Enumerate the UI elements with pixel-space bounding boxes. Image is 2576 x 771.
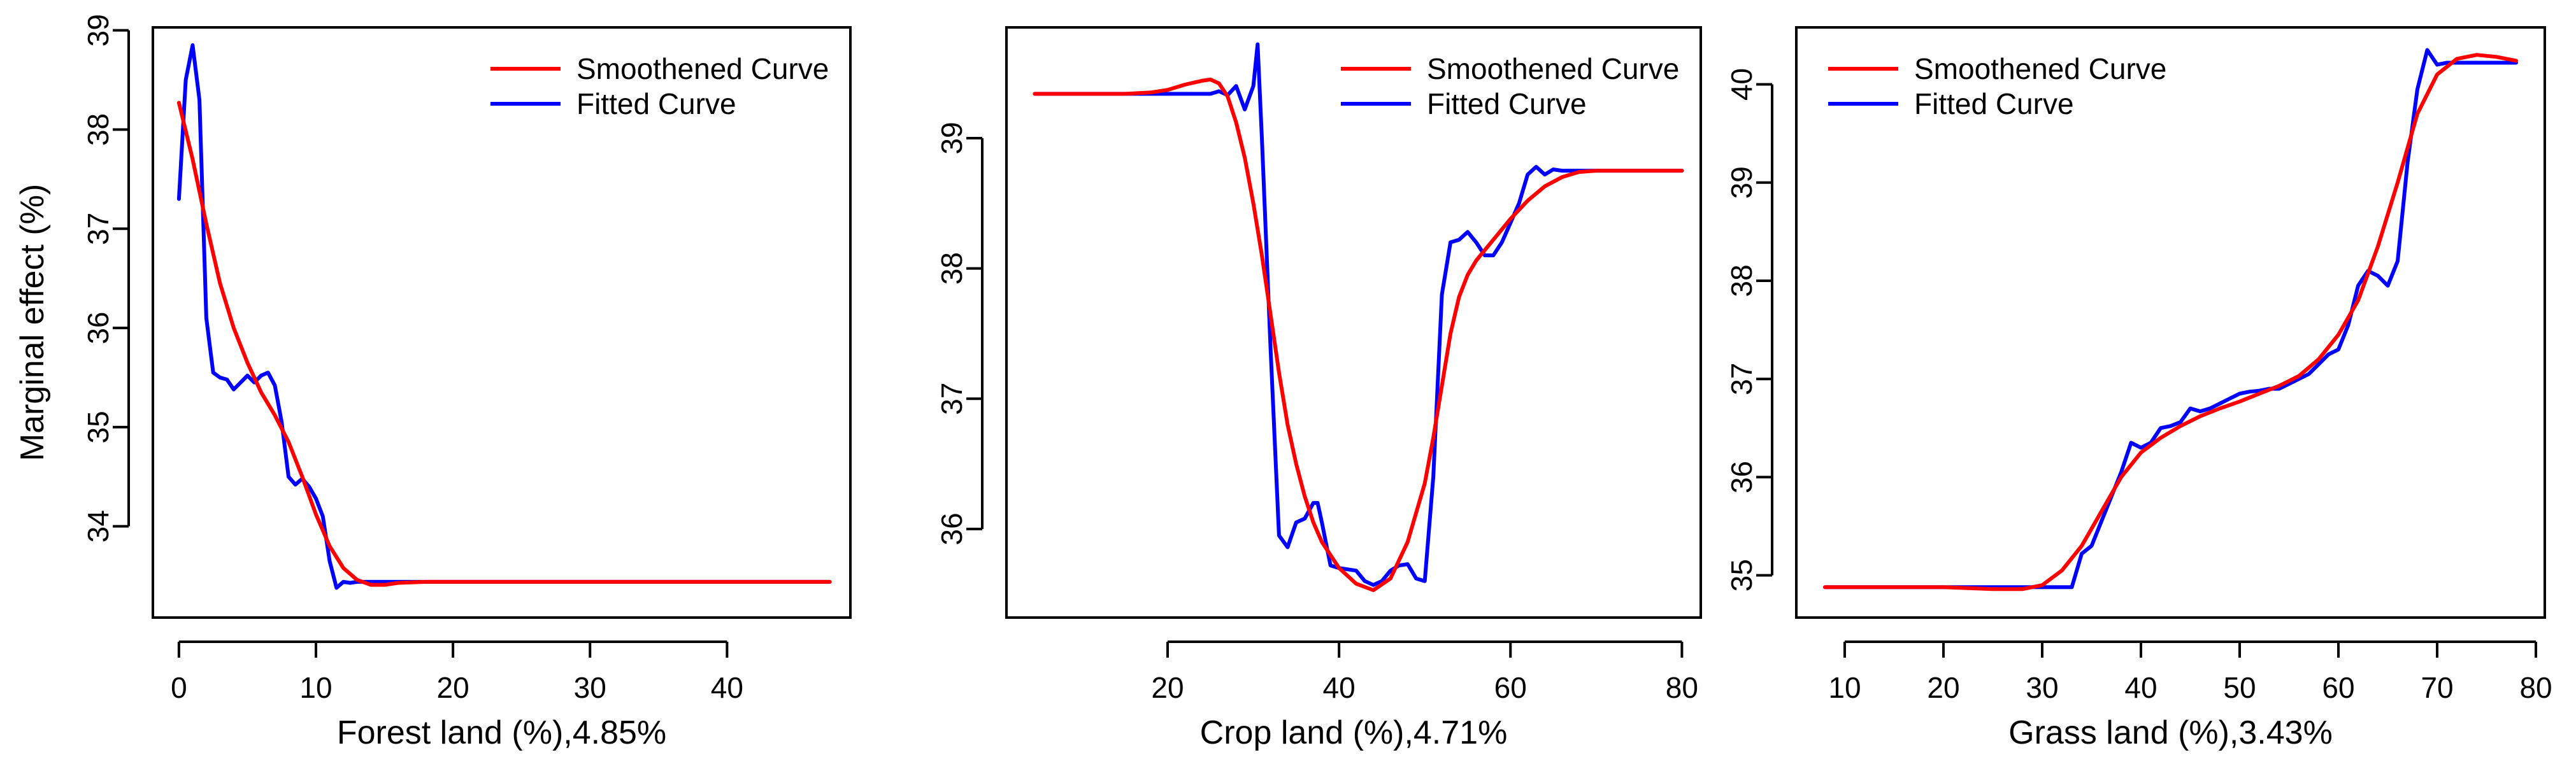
x-tick-label: 80 xyxy=(2519,671,2552,704)
y-tick-label: 38 xyxy=(935,252,968,285)
legend-label-fitted-curve: Fitted Curve xyxy=(1914,87,2074,120)
x-tick-label: 0 xyxy=(171,671,187,704)
y-tick-label: 38 xyxy=(82,113,115,146)
x-tick-label: 20 xyxy=(1151,671,1184,704)
y-tick-label: 35 xyxy=(1725,559,1758,591)
y-tick-label: 40 xyxy=(1725,68,1758,101)
x-tick-label: 40 xyxy=(711,671,743,704)
x-axis-title: Grass land (%),3.43% xyxy=(2008,714,2333,751)
y-tick-label: 36 xyxy=(1725,461,1758,493)
fitted-curve-line xyxy=(1033,42,1684,587)
x-tick-label: 40 xyxy=(1323,671,1356,704)
smoothened-curve-line xyxy=(1823,53,2518,591)
x-tick-label: 40 xyxy=(2124,671,2157,704)
legend-label-smoothened-curve: Smoothened Curve xyxy=(1427,52,1679,85)
x-tick-label: 10 xyxy=(299,671,332,704)
y-tick-label: 37 xyxy=(82,213,115,245)
x-tick-label: 30 xyxy=(2026,671,2058,704)
x-tick-label: 60 xyxy=(2322,671,2354,704)
x-tick-label: 50 xyxy=(2223,671,2256,704)
x-tick-label: 20 xyxy=(437,671,469,704)
chart-panel-1: 0 10 20 30 40 34 35 36 37 38 39 Forest land (%),4.8… xyxy=(14,14,852,751)
plot-frame xyxy=(1005,26,1702,619)
y-tick-label: 34 xyxy=(82,510,115,542)
y-tick-label: 38 xyxy=(1725,264,1758,297)
y-tick-label: 39 xyxy=(1725,166,1758,199)
legend-label-fitted-curve: Fitted Curve xyxy=(576,87,736,120)
y-tick-label: 35 xyxy=(82,411,115,443)
x-tick-label: 60 xyxy=(1494,671,1527,704)
x-axis-title: Crop land (%),4.71% xyxy=(1200,714,1508,751)
fitted-curve-line xyxy=(176,43,832,590)
y-tick-label: 36 xyxy=(935,513,968,545)
y-tick-label: 39 xyxy=(82,14,115,46)
legend-label-smoothened-curve: Smoothened Curve xyxy=(576,52,829,85)
smoothened-curve-line xyxy=(1033,77,1684,592)
y-axis-title: Marginal effect (%) xyxy=(14,184,51,461)
y-tick-label: 36 xyxy=(82,311,115,344)
plot-frame xyxy=(1795,26,2546,619)
legend-label-smoothened-curve: Smoothened Curve xyxy=(1914,52,2166,85)
x-tick-label: 20 xyxy=(1927,671,1959,704)
x-tick-label: 80 xyxy=(1666,671,1698,704)
x-tick-label: 70 xyxy=(2421,671,2453,704)
legend-label-fitted-curve: Fitted Curve xyxy=(1427,87,1587,120)
chart-panel-2: 20 40 60 80 36 37 38 39 Crop land (%),4.71% Smoot… xyxy=(935,26,1702,751)
plot-frame xyxy=(152,26,852,619)
x-axis-title: Forest land (%),4.85% xyxy=(337,714,666,751)
smoothened-curve-line xyxy=(176,101,832,587)
chart-panel-3: 10 20 30 40 50 60 70 80 35 36 37 38 39 40 Grass land (… xyxy=(1725,26,2552,751)
x-tick-label: 10 xyxy=(1828,671,1861,704)
y-tick-label: 37 xyxy=(1725,363,1758,395)
fitted-curve-line xyxy=(1823,48,2518,590)
y-tick-label: 39 xyxy=(935,122,968,154)
y-tick-label: 37 xyxy=(935,383,968,415)
x-tick-label: 30 xyxy=(574,671,606,704)
